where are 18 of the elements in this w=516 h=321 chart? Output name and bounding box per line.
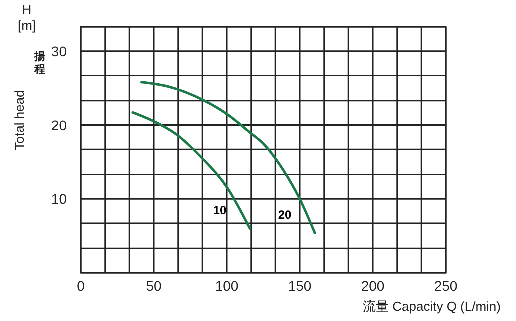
annotation: 20 bbox=[278, 208, 292, 222]
x-tick-label: 200 bbox=[361, 278, 385, 294]
y-tick-label: 30 bbox=[51, 43, 68, 60]
y-tick-label: 20 bbox=[51, 117, 68, 134]
text: 揚程 bbox=[34, 50, 46, 76]
annotation: 10 bbox=[213, 204, 228, 218]
x-tick-label: 100 bbox=[215, 278, 239, 294]
line-series bbox=[140, 81, 316, 234]
x-tick-label: 250 bbox=[434, 278, 458, 294]
text: H bbox=[22, 2, 32, 17]
x-tick-label: 0 bbox=[77, 278, 86, 294]
x-tick-label: 50 bbox=[146, 278, 162, 294]
y-axis-title: Total head bbox=[12, 90, 27, 150]
line-series bbox=[132, 111, 252, 230]
y-tick-label: 10 bbox=[51, 191, 68, 208]
x-axis-title: 流量 Capacity Q (L/min) bbox=[363, 299, 501, 314]
text: [m] bbox=[18, 18, 36, 33]
x-tick-label: 150 bbox=[288, 278, 312, 294]
